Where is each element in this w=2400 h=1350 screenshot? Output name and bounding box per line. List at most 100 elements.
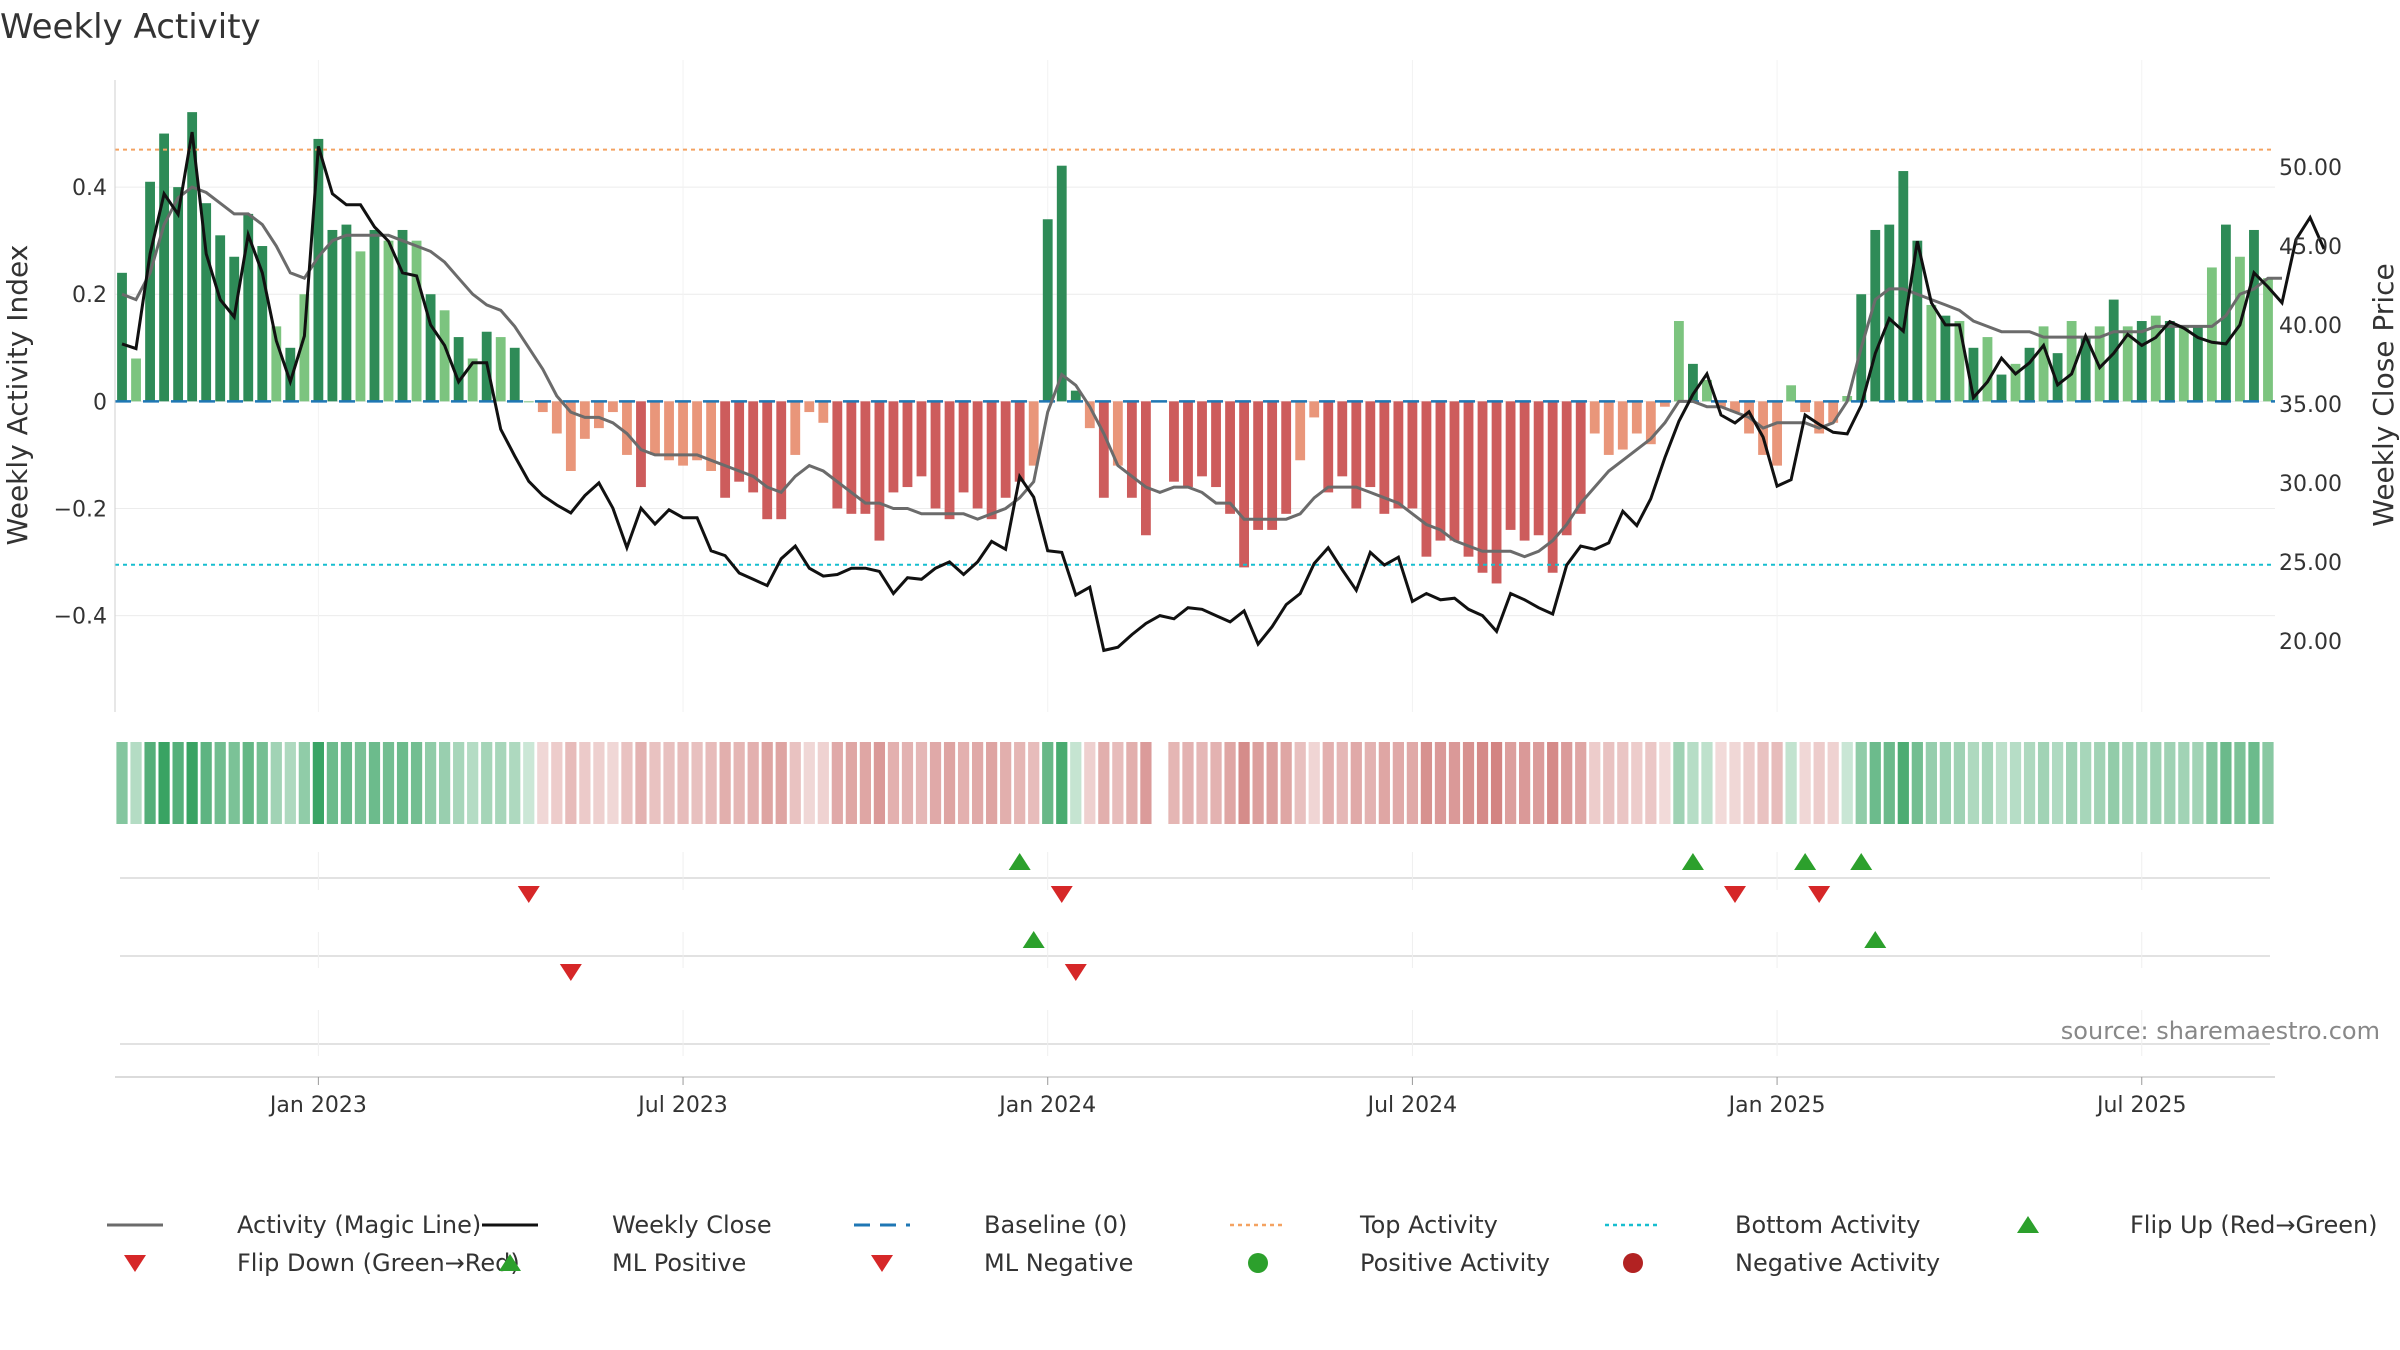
heat-cell	[2164, 742, 2176, 824]
activity-bar	[1309, 401, 1320, 418]
activity-bar	[1982, 337, 1993, 402]
heat-cell	[340, 742, 353, 824]
heat-cell	[971, 742, 984, 824]
heat-cell	[312, 742, 324, 824]
heat-cell	[873, 742, 886, 824]
heat-cell	[326, 742, 339, 824]
legend-label: Flip Up (Red→Green)	[2130, 1211, 2378, 1239]
activity-bar	[1617, 401, 1628, 450]
heat-cell	[1014, 742, 1026, 824]
y-tick-label-right: 50.00	[2279, 156, 2342, 181]
activity-bar	[1070, 390, 1081, 402]
activity-bar	[1183, 401, 1193, 488]
heat-cell	[1112, 742, 1124, 824]
activity-bar	[2192, 326, 2203, 402]
legend-swatch	[2017, 1216, 2039, 1233]
activity-bar	[1688, 363, 1698, 402]
heat-cell	[284, 742, 296, 824]
ml-positive-marker	[1864, 931, 1887, 948]
heat-cell	[747, 742, 759, 824]
heat-cell	[1883, 742, 1895, 824]
heat-cell	[1533, 742, 1545, 824]
legend-label: ML Negative	[984, 1249, 1133, 1277]
activity-bar	[1477, 401, 1488, 573]
grid-lines	[115, 60, 2275, 712]
heat-cell	[2192, 742, 2204, 824]
heat-cell	[1953, 742, 1966, 824]
activity-bar	[1547, 401, 1558, 573]
heat-cell	[1981, 742, 1994, 824]
flip-down-marker	[1808, 886, 1831, 903]
heat-cell	[481, 742, 493, 824]
heat-cell	[831, 742, 843, 824]
activity-bar	[1365, 401, 1376, 488]
heat-cell	[1280, 742, 1292, 824]
heat-cell	[859, 742, 871, 824]
activity-bar	[734, 401, 745, 482]
activity-bar	[916, 401, 927, 477]
activity-bar	[1898, 171, 1909, 402]
activity-bar	[1042, 219, 1053, 402]
activity-bar	[2024, 347, 2035, 402]
activity-heat-strip	[116, 742, 2274, 824]
chart-title: Weekly Activity	[0, 7, 261, 47]
x-axis: Jan 2023 Jul 2023 Jan 2024 Jul 2024 Jan 2025…	[115, 1076, 2275, 1118]
heat-cell	[2037, 742, 2050, 824]
flip-up-marker	[1681, 853, 1704, 870]
activity-bar	[1239, 401, 1249, 568]
activity-bar	[762, 401, 773, 520]
heat-cell	[1378, 742, 1390, 824]
heat-cell	[1575, 742, 1587, 824]
heat-cell	[1603, 742, 1615, 824]
heat-cell	[1813, 742, 1825, 824]
activity-bar	[958, 401, 969, 493]
activity-bar	[776, 401, 787, 520]
legend-label: Baseline (0)	[984, 1211, 1127, 1239]
activity-bar	[1449, 401, 1460, 541]
activity-bar	[1126, 401, 1137, 498]
activity-bar	[1141, 401, 1151, 536]
heat-cell	[986, 742, 998, 824]
activity-bar	[1295, 401, 1306, 461]
legend-label: Negative Activity	[1735, 1249, 1940, 1277]
heat-cell	[1785, 742, 1797, 824]
activity-bar	[1884, 224, 1895, 402]
activity-bar	[846, 401, 857, 514]
heat-cell	[1336, 742, 1348, 824]
heat-cell	[1196, 742, 1208, 824]
activity-bar	[1379, 401, 1390, 514]
heat-cell	[2150, 742, 2162, 824]
activity-bar	[1772, 401, 1782, 466]
flip-up-marker	[1008, 853, 1031, 870]
activity-bar	[439, 310, 450, 402]
activity-bar	[173, 187, 184, 402]
activity-bar	[2122, 326, 2133, 402]
heat-cell	[2136, 742, 2148, 824]
heat-cell	[2094, 742, 2106, 824]
activity-bar	[201, 203, 212, 402]
heat-cell	[915, 742, 928, 824]
activity-bar	[1940, 315, 1951, 402]
ml-negative-marker	[559, 964, 582, 981]
heat-cell	[607, 742, 619, 824]
heat-cell	[158, 742, 170, 824]
activity-bar	[1253, 401, 1264, 530]
y-tick-label-left: 0.4	[72, 176, 107, 201]
heat-cell	[691, 742, 703, 824]
flip-up-marker	[1794, 853, 1817, 870]
heat-cell	[186, 742, 198, 824]
activity-bar	[579, 401, 590, 439]
activity-bar	[1323, 401, 1334, 493]
heat-cell	[1490, 742, 1503, 824]
heat-cell	[424, 742, 437, 824]
heat-cell	[649, 742, 661, 824]
heat-cell	[2009, 742, 2022, 824]
legend-label: Bottom Activity	[1735, 1211, 1920, 1239]
activity-bar	[565, 401, 576, 471]
activity-bar	[874, 401, 885, 541]
flip-up-marker	[1850, 853, 1873, 870]
activity-bar	[523, 401, 534, 403]
activity-bar	[692, 401, 702, 461]
heat-cell	[579, 742, 591, 824]
heat-cell	[1659, 742, 1671, 824]
